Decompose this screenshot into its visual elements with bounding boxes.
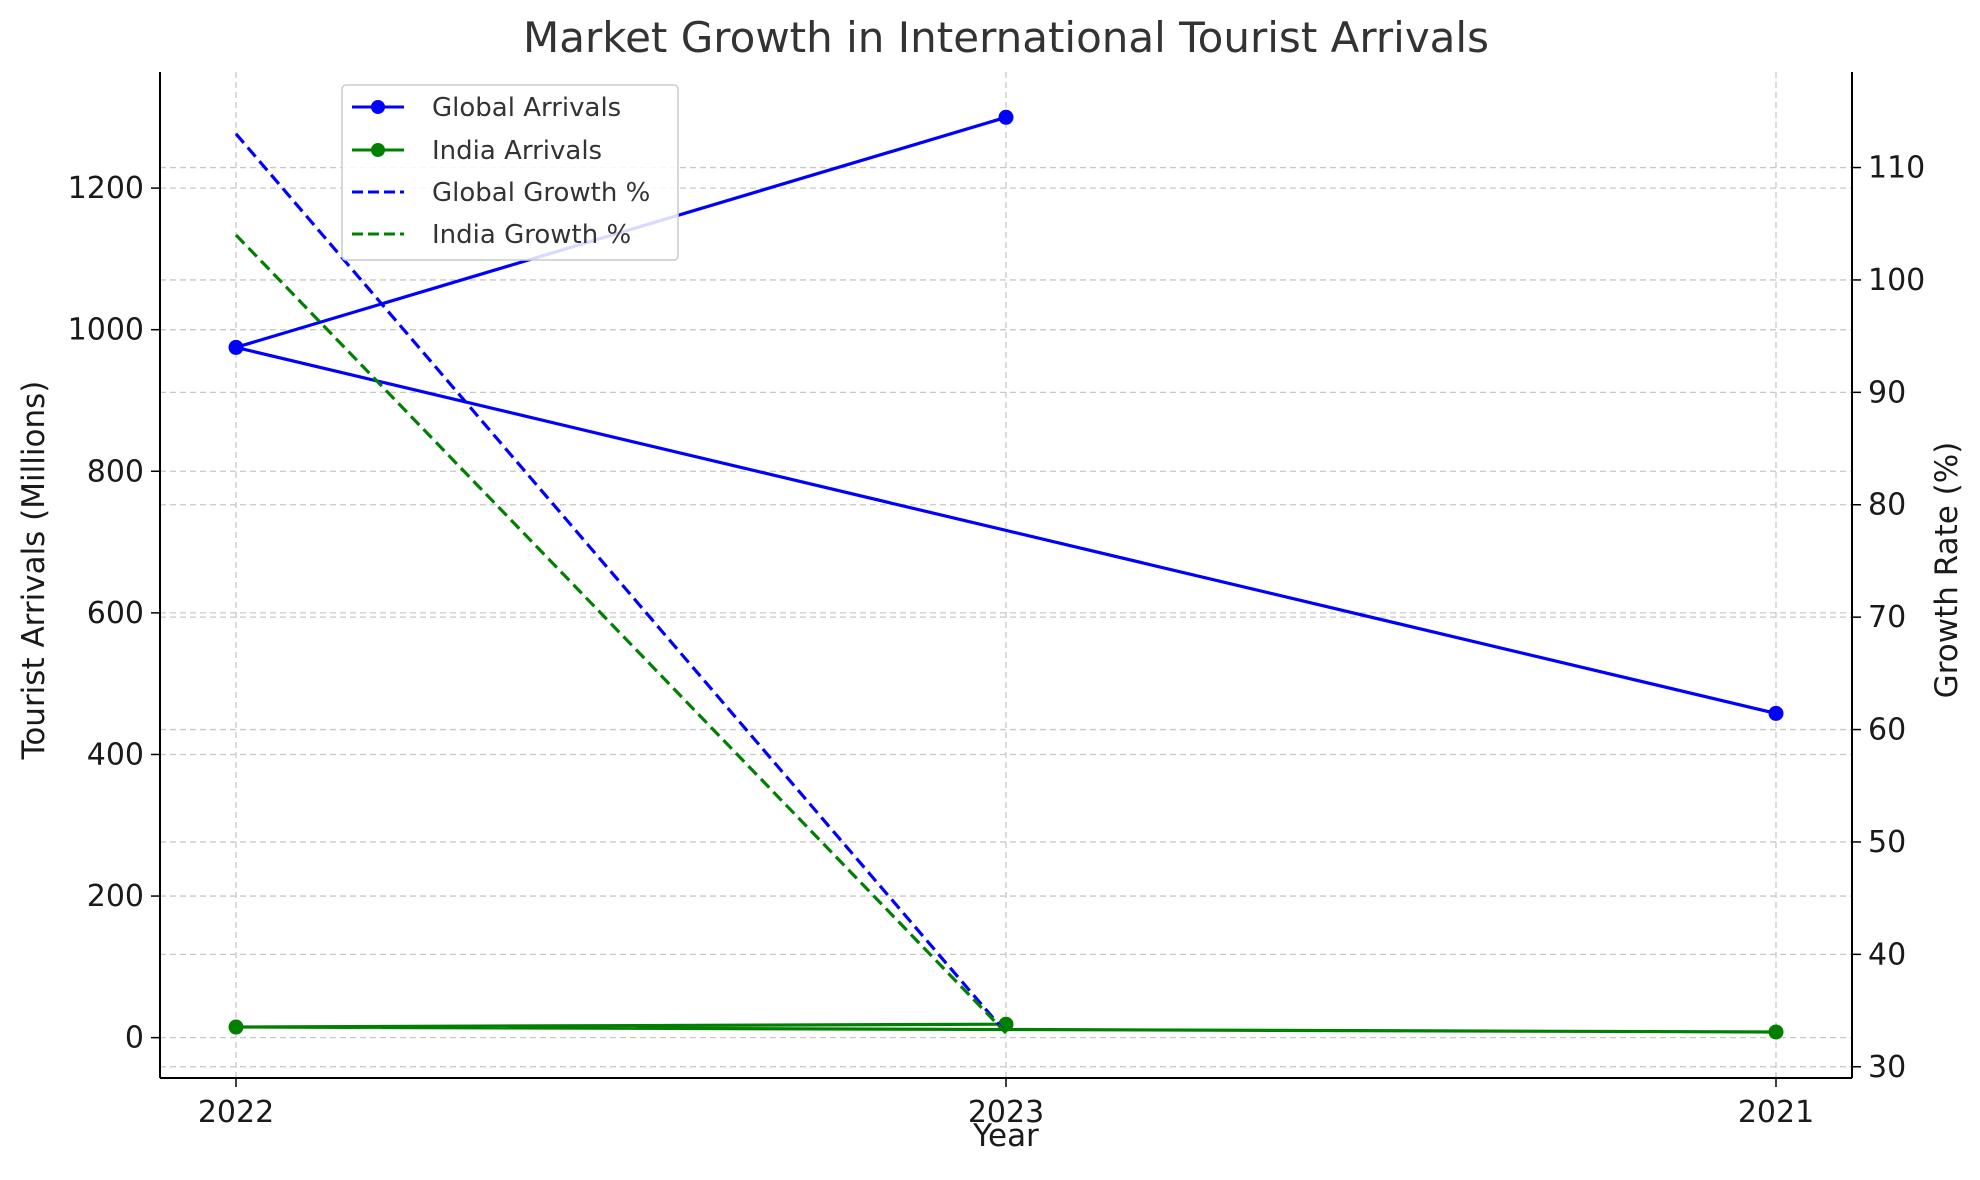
- y-axis-label: Tourist Arrivals (Millions): [16, 381, 52, 761]
- y-tick-label-800: 800: [87, 454, 144, 489]
- x-tick-label-2022: 2022: [198, 1095, 274, 1130]
- y2-tick-label-110: 110: [1868, 151, 1925, 186]
- point-global-arrivals-2021: [1768, 705, 1784, 721]
- grid: [160, 72, 1852, 1078]
- x-axis-label: Year: [972, 1118, 1039, 1154]
- y2-axis-label: Growth Rate (%): [1929, 442, 1965, 699]
- legend-label-global-arrivals: Global Arrivals: [432, 93, 621, 123]
- y2-tick-label-40: 40: [1868, 937, 1906, 972]
- y2-tick-label-50: 50: [1868, 825, 1906, 860]
- series-line-india-growth: [234, 233, 1008, 1035]
- legend-marker-global-arrivals: [371, 100, 385, 114]
- legend-frame: [341, 84, 679, 261]
- x-tick-label-2023: 2023: [968, 1095, 1044, 1130]
- legend-item-global-arrivals: Global Arrivals: [352, 93, 621, 123]
- legend-label-global-growth: Global Growth %: [432, 178, 650, 208]
- legend-item-india-growth: India Growth %: [352, 220, 631, 250]
- y-tick-label-0: 0: [125, 1021, 144, 1056]
- point-india-arrivals-2021: [1768, 1024, 1784, 1040]
- ticks: 2022 2023 2021 0 200 400 600 800 1000 1200 30 40 50 6…: [68, 151, 1926, 1130]
- legend-marker-india-arrivals: [371, 143, 385, 157]
- legend-label-india-growth: India Growth %: [432, 220, 631, 250]
- legend-item-india-arrivals: India Arrivals: [352, 136, 602, 166]
- y2-tick-label-100: 100: [1868, 263, 1925, 298]
- y-tick-label-400: 400: [87, 737, 144, 772]
- y-tick-label-600: 600: [87, 596, 144, 631]
- y-tick-label-1200: 1200: [68, 171, 144, 206]
- chart-title: Market Growth in International Tourist A…: [523, 13, 1489, 62]
- legend-item-global-growth: Global Growth %: [352, 178, 650, 208]
- y-tick-label-200: 200: [87, 879, 144, 914]
- x-tick-label-2021: 2021: [1738, 1095, 1814, 1130]
- y2-tick-label-90: 90: [1868, 375, 1906, 410]
- y2-tick-label-70: 70: [1868, 600, 1906, 635]
- legend: Global Arrivals India Arrivals Global Gr…: [341, 84, 679, 261]
- y2-tick-label-60: 60: [1868, 713, 1906, 748]
- point-global-arrivals-2023: [998, 109, 1014, 125]
- point-global-arrivals-2022: [228, 339, 244, 355]
- point-india-arrivals-2022: [228, 1019, 244, 1035]
- y2-tick-label-80: 80: [1868, 488, 1906, 523]
- y-tick-label-1000: 1000: [68, 313, 144, 348]
- legend-label-india-arrivals: India Arrivals: [432, 136, 602, 166]
- y2-tick-label-30: 30: [1868, 1050, 1906, 1085]
- series-layer: [228, 109, 1784, 1040]
